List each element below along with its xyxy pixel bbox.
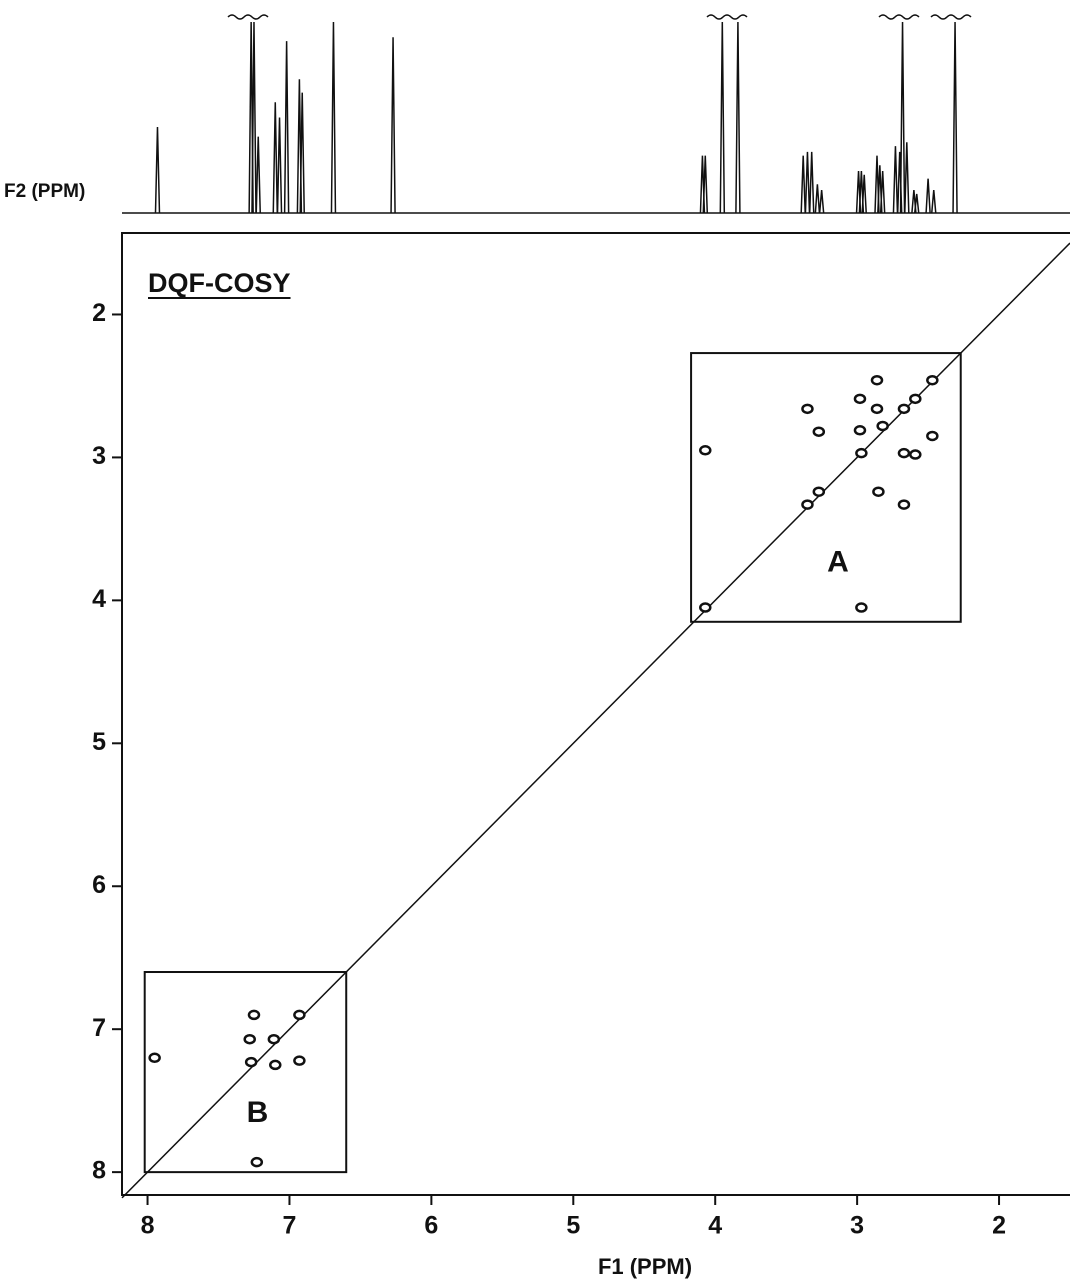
cross-peak — [148, 1052, 161, 1064]
cross-peak — [909, 449, 922, 460]
cross-peak — [870, 403, 884, 415]
cross-peak — [801, 403, 814, 415]
cross-peak — [909, 393, 922, 405]
spectrum-peak — [925, 178, 931, 214]
x-tick-label: 2 — [992, 1212, 1006, 1240]
cross-peak — [293, 1055, 306, 1066]
spectrum-peak — [330, 21, 337, 214]
y-tick-label: 5 — [92, 728, 106, 756]
cross-peak — [897, 499, 911, 510]
cross-peak — [853, 393, 867, 405]
cross-peak — [267, 1033, 281, 1045]
spectrum-peak — [251, 21, 257, 214]
cross-peak — [247, 1009, 261, 1021]
cross-peak — [269, 1059, 282, 1071]
region-label: A — [827, 546, 849, 579]
cross-peak — [926, 430, 939, 442]
cross-peak — [897, 447, 911, 459]
y-tick-label: 7 — [92, 1014, 106, 1042]
y-axis-label: F2 (PPM) — [4, 181, 85, 202]
region-box — [143, 971, 348, 1174]
cross-peak — [699, 602, 712, 613]
spectrum-peak — [154, 127, 161, 214]
cross-peak — [870, 374, 884, 386]
cross-peak — [855, 602, 868, 613]
spectrum-peak — [804, 151, 811, 214]
spectrum-peak — [892, 146, 899, 214]
spectrum-peak — [814, 184, 821, 214]
spectrum-peak — [808, 151, 815, 214]
spectrum-peak — [255, 136, 261, 214]
spectrum-peak — [272, 102, 279, 214]
cross-peak — [243, 1033, 256, 1045]
cross-peak — [244, 1056, 258, 1068]
cross-peak — [876, 420, 889, 432]
spectrum-peak — [861, 174, 867, 214]
spectrum-peak — [390, 37, 396, 214]
cross-peak — [801, 499, 814, 510]
spectrum-peak — [702, 155, 709, 214]
spectrum-peak — [931, 190, 937, 214]
cross-peak — [855, 447, 868, 459]
spectrum-peak — [899, 21, 906, 214]
cross-peak — [250, 1156, 264, 1168]
plot-frame — [121, 232, 1070, 1196]
spectrum-peak — [904, 142, 910, 214]
spectrum-peak — [719, 21, 726, 214]
spectrum-peak — [800, 155, 806, 214]
cross-peak — [897, 403, 911, 415]
region-box — [690, 352, 962, 623]
x-tick-label: 3 — [850, 1212, 864, 1240]
x-tick-label: 6 — [424, 1212, 438, 1240]
y-tick-label: 3 — [92, 442, 106, 470]
cross-peak — [293, 1009, 306, 1021]
spectrum-peak — [283, 41, 290, 214]
x-tick-label: 5 — [566, 1212, 580, 1240]
x-tick-label: 8 — [141, 1212, 155, 1240]
y-tick-label: 8 — [92, 1157, 106, 1185]
cross-peak — [699, 445, 712, 456]
chart-title: DQF-COSY — [148, 268, 291, 298]
spectrum-peak — [735, 21, 741, 214]
cross-peak — [872, 486, 885, 497]
x-tick-label: 4 — [708, 1212, 722, 1240]
spectrum-peak — [299, 92, 305, 214]
cross-peak — [812, 426, 826, 437]
x-tick-label: 7 — [283, 1212, 297, 1240]
spectrum-peak — [276, 117, 283, 214]
y-tick-label: 4 — [92, 585, 106, 613]
spectrum-peak — [913, 193, 920, 214]
cross-peak — [853, 425, 867, 436]
y-tick-label: 2 — [92, 299, 106, 327]
x-axis-label: F1 (PPM) — [598, 1254, 692, 1279]
truncation-marks — [227, 14, 972, 20]
spectrum-peak — [879, 170, 886, 214]
region-label: B — [247, 1096, 269, 1129]
cross-peak — [926, 374, 939, 386]
cross-peak — [812, 486, 826, 497]
spectrum-peak — [818, 190, 825, 214]
y-tick-label: 6 — [92, 871, 106, 899]
spectrum-peak — [952, 21, 958, 214]
diagonal — [121, 242, 1070, 1199]
